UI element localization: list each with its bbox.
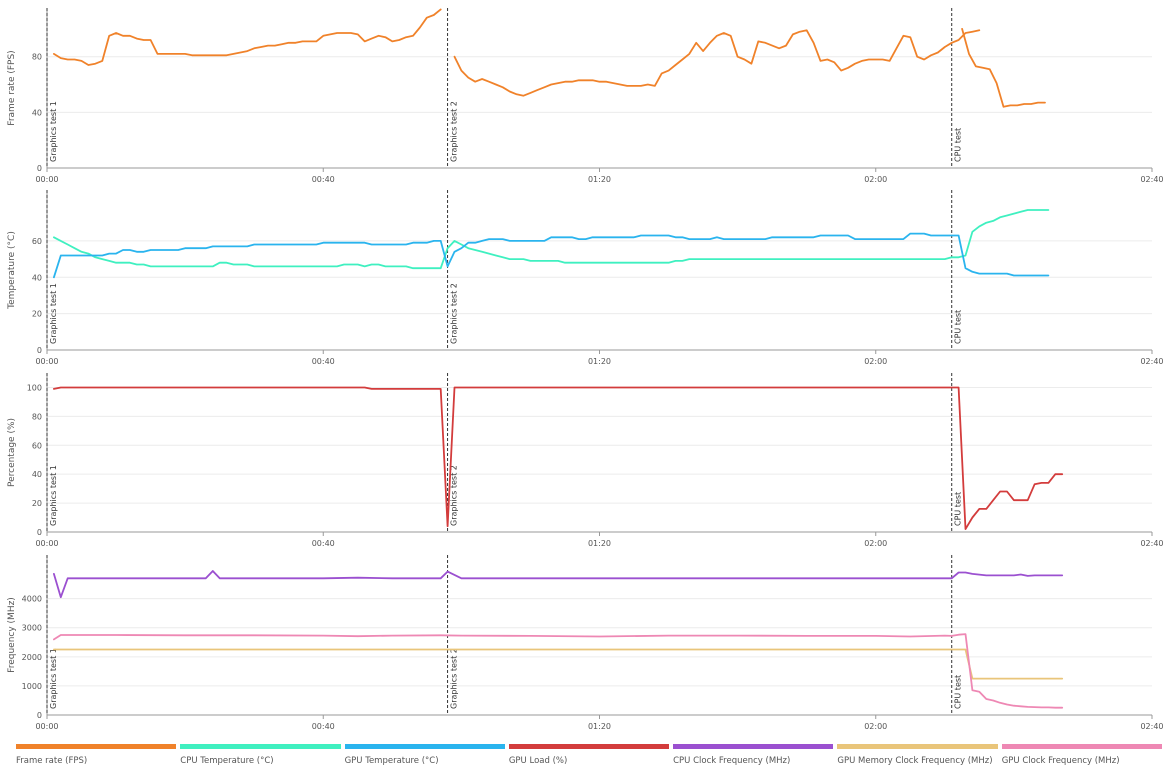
x-tick-label: 00:00 [35,175,58,184]
y-tick-label: 40 [32,108,42,117]
legend-item-gpu-memory-clock[interactable]: GPU Memory Clock Frequency (MHz) [837,744,998,772]
y-tick-label: 20 [32,310,42,319]
chart-panel-1: 0 40 80 00:00 00:40 01:20 02:00 02:40 Frame rate… [7,8,1164,184]
test-marker-label: CPU test [954,310,963,344]
legend-swatch [508,744,670,749]
series-line-gpu-clock-frequency-mhz[interactable] [53,633,1064,709]
legend-swatch [837,744,998,749]
y-axis-label: Percentage (%) [7,418,17,487]
y-tick-label: 3000 [22,624,42,633]
legend-item-gpu-load[interactable]: GPU Load (%) [508,744,670,772]
legend-item-gpu-clock[interactable]: GPU Clock Frequency (MHz) [1001,744,1162,772]
y-tick-label: 0 [37,346,42,355]
y-tick-label: 60 [32,237,42,246]
legend-label: CPU Clock Frequency (MHz) [673,756,791,766]
chart-panel-2: 0 20 40 60 00:00 00:40 01:20 02:00 02:40 Temperat… [7,190,1164,366]
legend-item-gpu-temperature[interactable]: GPU Temperature (°C) [344,744,505,772]
x-tick-label: 01:20 [588,357,611,366]
series-line-frame-rate-fps[interactable] [453,29,981,97]
legend-item-frame-rate[interactable]: Frame rate (FPS) [16,744,177,772]
x-tick-label: 01:20 [588,722,611,730]
y-axis-label: Frequency (MHz) [7,597,17,673]
legend-label: GPU Memory Clock Frequency (MHz) [837,756,993,766]
legend-swatch [1001,744,1162,749]
x-tick-label: 02:40 [1140,357,1163,366]
y-tick-label: 4000 [22,595,42,604]
test-marker-label: Graphics test 1 [49,648,58,709]
legend-item-cpu-temperature[interactable]: CPU Temperature (°C) [180,744,341,772]
x-tick-label: 00:40 [312,357,335,366]
y-axis-label: Temperature (°C) [7,231,17,310]
x-tick-label: 02:40 [1140,539,1163,548]
x-tick-label: 00:00 [35,539,58,548]
series-line-frame-rate-fps[interactable] [53,8,442,66]
x-tick-label: 02:00 [864,722,887,730]
x-tick-label: 02:00 [864,357,887,366]
chart-panel-4: 0 1000 2000 3000 4000 00:00 00:40 01:20 02:00 02:… [7,555,1164,730]
test-marker-label: Graphics test 1 [49,283,58,344]
legend-label: GPU Load (%) [508,756,568,766]
y-tick-label: 60 [32,441,42,450]
y-tick-label: 80 [32,53,42,62]
legend-label: Frame rate (FPS) [16,756,88,766]
x-tick-label: 02:00 [864,539,887,548]
y-tick-label: 0 [37,164,42,173]
x-tick-label: 02:40 [1140,175,1163,184]
series-line-cpu-clock-frequency-mhz[interactable] [53,570,1064,599]
test-marker-label: Graphics test 2 [450,648,459,709]
x-tick-label: 01:20 [588,539,611,548]
x-tick-label: 00:00 [35,722,58,730]
test-marker-label: Graphics test 1 [49,101,58,162]
legend-label: GPU Clock Frequency (MHz) [1001,756,1120,766]
x-tick-label: 02:00 [864,175,887,184]
test-marker-label: Graphics test 1 [49,465,58,526]
series-line-cpu-temperature-c[interactable] [53,209,1050,270]
series-line-gpu-memory-clock-frequency-mhz[interactable] [53,648,1064,680]
x-tick-label: 00:40 [312,175,335,184]
test-marker-label: CPU test [954,492,963,526]
y-tick-label: 80 [32,412,42,421]
test-marker-label: CPU test [954,128,963,162]
y-tick-label: 1000 [22,682,42,691]
y-tick-label: 20 [32,499,42,508]
x-tick-label: 00:40 [312,539,335,548]
x-tick-label: 02:40 [1140,722,1163,730]
legend-label: CPU Temperature (°C) [180,756,274,766]
y-tick-label: 0 [37,711,42,720]
test-marker-label: CPU test [954,675,963,709]
legend-swatch [180,744,341,749]
x-tick-label: 00:00 [35,357,58,366]
legend: Frame rate (FPS) CPU Temperature (°C) GP… [16,744,1162,772]
legend-label: GPU Temperature (°C) [344,756,439,766]
y-tick-label: 0 [37,528,42,537]
series-line-frame-rate-fps[interactable] [961,27,1046,108]
test-marker-label: Graphics test 2 [450,283,459,344]
x-tick-label: 01:20 [588,175,611,184]
legend-swatch [344,744,505,749]
series-line-gpu-load[interactable] [53,386,1064,530]
series-line-gpu-temperature-c[interactable] [53,232,1050,279]
y-tick-label: 40 [32,470,42,479]
legend-swatch [16,744,177,749]
charts-area: 0 40 80 00:00 00:40 01:20 02:00 02:40 Frame rate… [7,8,1164,730]
legend-item-cpu-clock[interactable]: CPU Clock Frequency (MHz) [673,744,834,772]
test-marker-label: Graphics test 2 [450,465,459,526]
chart-panel-3: 0 20 40 60 80 100 00:00 00:40 01:20 02:00 02:40 Per… [7,373,1164,548]
legend-swatch [673,744,834,749]
x-tick-label: 00:40 [312,722,335,730]
test-marker-label: Graphics test 2 [450,101,459,162]
y-tick-label: 2000 [22,653,42,662]
y-tick-label: 100 [27,383,42,392]
y-tick-label: 40 [32,273,42,282]
y-axis-label: Frame rate (FPS) [7,50,17,125]
